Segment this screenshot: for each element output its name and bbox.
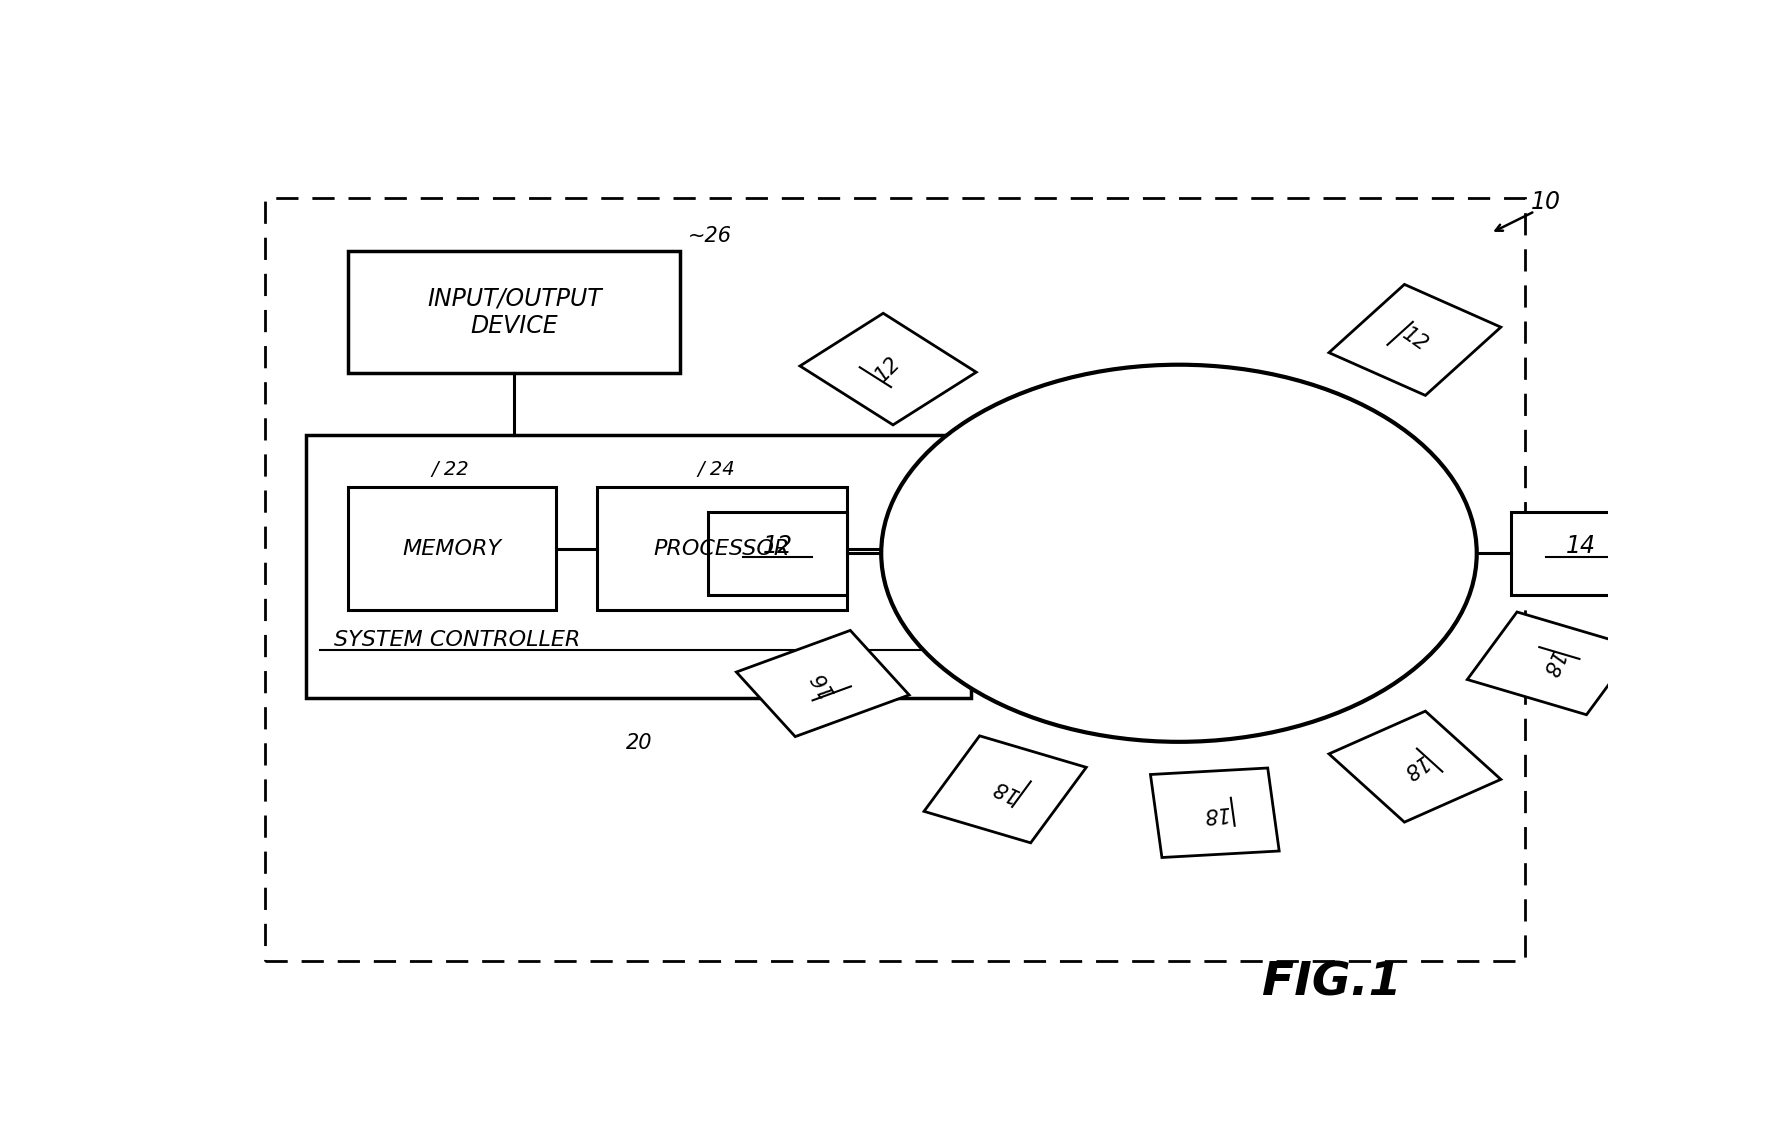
Text: 14: 14 (1565, 534, 1596, 558)
Text: MEMORY: MEMORY (402, 539, 502, 559)
Text: 18: 18 (1201, 802, 1229, 823)
Text: 12: 12 (763, 534, 792, 558)
Polygon shape (924, 736, 1086, 843)
Bar (597, 487, 847, 611)
Text: 18: 18 (1397, 751, 1431, 782)
Bar (708, 511, 847, 595)
Polygon shape (1467, 612, 1637, 715)
Polygon shape (736, 630, 910, 737)
Text: 10: 10 (1531, 190, 1562, 214)
Text: FIG.1: FIG.1 (1262, 960, 1401, 1006)
Circle shape (881, 364, 1476, 741)
Text: 12: 12 (872, 353, 904, 385)
Text: / 24: / 24 (697, 460, 734, 478)
Text: / 22: / 22 (431, 460, 468, 478)
Bar (264, 198, 1526, 961)
Bar (1512, 511, 1649, 595)
Text: 18: 18 (988, 775, 1022, 804)
Text: 20: 20 (625, 734, 652, 753)
Bar (348, 251, 681, 374)
Bar (348, 487, 556, 611)
Text: SYSTEM CONTROLLER: SYSTEM CONTROLLER (334, 630, 581, 649)
Text: PROCESSOR: PROCESSOR (654, 539, 790, 559)
Polygon shape (801, 313, 976, 425)
Polygon shape (1151, 768, 1279, 858)
Text: 12: 12 (1397, 325, 1431, 355)
Text: INPUT/OUTPUT
DEVICE: INPUT/OUTPUT DEVICE (427, 286, 602, 338)
Polygon shape (1330, 711, 1501, 822)
Polygon shape (1330, 285, 1501, 395)
Text: 16: 16 (808, 667, 838, 700)
Text: 18: 18 (1537, 647, 1567, 680)
Text: ~26: ~26 (688, 227, 731, 246)
Bar (307, 435, 972, 698)
